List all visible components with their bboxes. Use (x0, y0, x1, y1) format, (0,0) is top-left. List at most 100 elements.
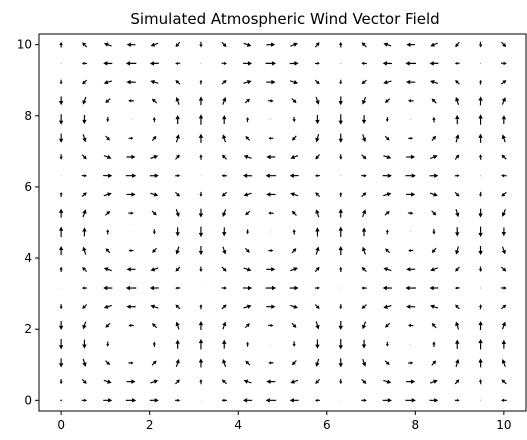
vector-arrow (243, 79, 252, 85)
vector-arrow (338, 208, 343, 218)
vector-arrow (126, 192, 136, 197)
chart-title: Simulated Atmospheric Wind Vector Field (130, 10, 439, 28)
vector-arrow (126, 154, 136, 160)
vector-arrow (125, 61, 137, 66)
vector-arrow (292, 341, 296, 347)
vector-arrow (361, 358, 367, 367)
vector-arrow (243, 154, 252, 160)
vector-arrow (243, 42, 252, 47)
vector-arrow (198, 208, 204, 218)
vector-arrow (361, 209, 367, 218)
vector-arrow (150, 42, 159, 47)
vector-arrow (221, 154, 227, 160)
vector-arrow (431, 360, 437, 366)
vector-arrow (383, 192, 392, 197)
vector-arrow (82, 227, 87, 237)
vector-arrow (500, 80, 507, 85)
vector-arrow (430, 80, 439, 85)
vector-arrow (198, 114, 204, 125)
vector-arrow (361, 398, 367, 403)
vector-arrow (60, 399, 62, 402)
vector-arrow (58, 114, 64, 125)
vector-arrow (265, 285, 277, 291)
vector-arrow (455, 358, 460, 368)
vector-arrow (454, 61, 460, 65)
vector-arrow (432, 229, 436, 235)
vector-arrow (268, 249, 274, 253)
vector-arrow (430, 267, 438, 272)
vector-arrow (266, 154, 276, 160)
vector-arrow (175, 174, 181, 178)
vector-arrow (501, 97, 506, 105)
vector-arrow (175, 134, 180, 143)
vector-arrow (175, 61, 181, 65)
vector-arrow (383, 304, 392, 309)
vector-arrow (478, 226, 483, 238)
vector-arrow (478, 41, 483, 48)
vector-arrow (103, 398, 113, 403)
vector-arrow (315, 209, 320, 218)
vector-arrow (59, 79, 63, 85)
vector-arrow (382, 285, 392, 291)
vector-arrow (408, 361, 414, 365)
vector-arrow (59, 378, 63, 385)
vector-arrow (501, 115, 507, 124)
vector-arrow (432, 116, 436, 123)
vector-arrow (152, 341, 156, 347)
vector-arrow (479, 304, 483, 310)
vector-arrow (431, 98, 437, 104)
vector-arrow (501, 379, 507, 385)
vector-arrow (151, 360, 157, 366)
vector-arrow (338, 133, 343, 143)
vector-arrow (198, 245, 204, 256)
vector-arrow (383, 154, 392, 160)
vector-arrow (81, 378, 87, 384)
vector-arrow (291, 210, 297, 216)
vector-arrow (429, 61, 439, 66)
vector-arrow (59, 266, 63, 273)
vector-arrow (198, 226, 204, 238)
vector-arrow (126, 304, 136, 309)
vector-arrow (500, 304, 507, 310)
vector-arrow (384, 322, 391, 328)
vector-arrow (105, 322, 111, 328)
vector-arrow (243, 304, 252, 309)
vector-arrow (479, 79, 482, 85)
vector-arrow (175, 227, 180, 237)
vector-arrow (385, 229, 389, 235)
vector-arrow (82, 339, 87, 349)
vector-arrow (289, 285, 299, 291)
vector-arrow (222, 209, 227, 217)
vector-arrow (82, 134, 87, 143)
vector-arrow (383, 42, 392, 47)
vector-arrow (289, 61, 299, 66)
y-tick-label: 4 (24, 251, 32, 265)
vector-arrow (407, 323, 414, 328)
vector-arrow (455, 321, 460, 330)
vector-arrow (222, 97, 227, 105)
vector-arrow (361, 134, 367, 143)
vector-arrow (242, 398, 253, 403)
vector-arrow (406, 42, 416, 47)
vector-arrow (361, 267, 367, 273)
vector-arrow (290, 379, 299, 384)
vector-arrow (314, 266, 320, 273)
vector-arrow (221, 379, 227, 385)
vector-arrow (104, 210, 111, 216)
vector-arrow (105, 98, 111, 104)
vector-arrow (384, 360, 390, 366)
vector-arrow (128, 249, 134, 253)
vector-arrow (221, 61, 227, 65)
vector-arrow (105, 248, 111, 254)
vector-arrow (339, 79, 343, 85)
vector-arrow (361, 79, 367, 85)
vector-arrow (266, 42, 276, 47)
vector-arrow (478, 320, 483, 330)
vector-arrow (222, 115, 227, 125)
vector-arrow (81, 192, 87, 198)
vector-arrow (82, 42, 88, 48)
vector-arrow (103, 154, 112, 160)
vector-arrow (383, 80, 392, 85)
vector-arrow (431, 323, 437, 329)
vector-arrow (128, 136, 134, 140)
